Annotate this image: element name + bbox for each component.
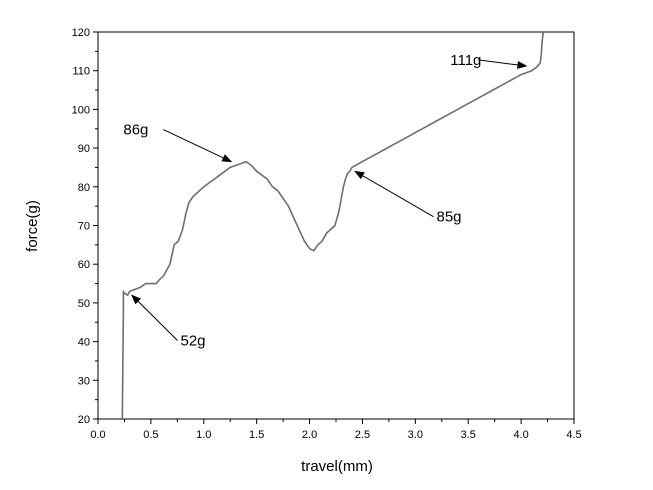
annotation-label: 111g <box>450 52 481 69</box>
annotation-arrow <box>131 294 178 341</box>
x-tick-label: 1.5 <box>249 429 264 441</box>
x-tick-label: 3.0 <box>408 429 423 441</box>
x-tick-label: 4.5 <box>566 429 581 441</box>
y-tick-label: 90 <box>78 143 90 155</box>
x-tick-label: 3.5 <box>461 429 476 441</box>
y-tick-label: 70 <box>78 221 90 233</box>
y-tick-label: 40 <box>78 337 90 349</box>
annotation-label: 85g <box>436 209 461 226</box>
y-axis: 20 30 40 50 60 70 80 90 100 110 120 <box>72 27 98 426</box>
y-tick-label: 60 <box>78 259 90 271</box>
y-tick-label: 110 <box>72 66 90 78</box>
x-tick-label: 2.5 <box>355 429 370 441</box>
annotation-label: 86g <box>123 122 148 139</box>
y-tick-label: 20 <box>78 414 90 426</box>
annotation-label: 52g <box>181 332 206 349</box>
y-tick-label: 50 <box>78 298 90 310</box>
x-tick-label: 0.5 <box>143 429 158 441</box>
y-tick-label: 80 <box>78 182 90 194</box>
y-tick-label: 120 <box>72 27 90 39</box>
annotation-layer: 86g 85g 52g 111g <box>123 52 528 349</box>
annotation-arrow <box>163 129 233 163</box>
x-tick-label: 1.0 <box>196 429 211 441</box>
x-axis-title: travel(mm) <box>301 458 373 475</box>
plot-area <box>97 31 575 420</box>
x-axis: 0.0 0.5 1.0 1.5 2.0 2.5 3.0 3.5 4.0 4.5 <box>90 419 582 441</box>
x-tick-label: 2.0 <box>302 429 317 441</box>
annotation-arrow <box>478 59 528 69</box>
series-layer <box>121 31 545 420</box>
annotation-arrow <box>354 170 434 218</box>
series-line-0 <box>121 31 545 420</box>
x-tick-label: 4.0 <box>513 429 528 441</box>
y-axis-title: force(g) <box>24 200 41 252</box>
y-tick-label: 30 <box>78 375 90 387</box>
x-tick-label: 0.0 <box>90 429 105 441</box>
y-tick-label: 100 <box>72 104 90 116</box>
